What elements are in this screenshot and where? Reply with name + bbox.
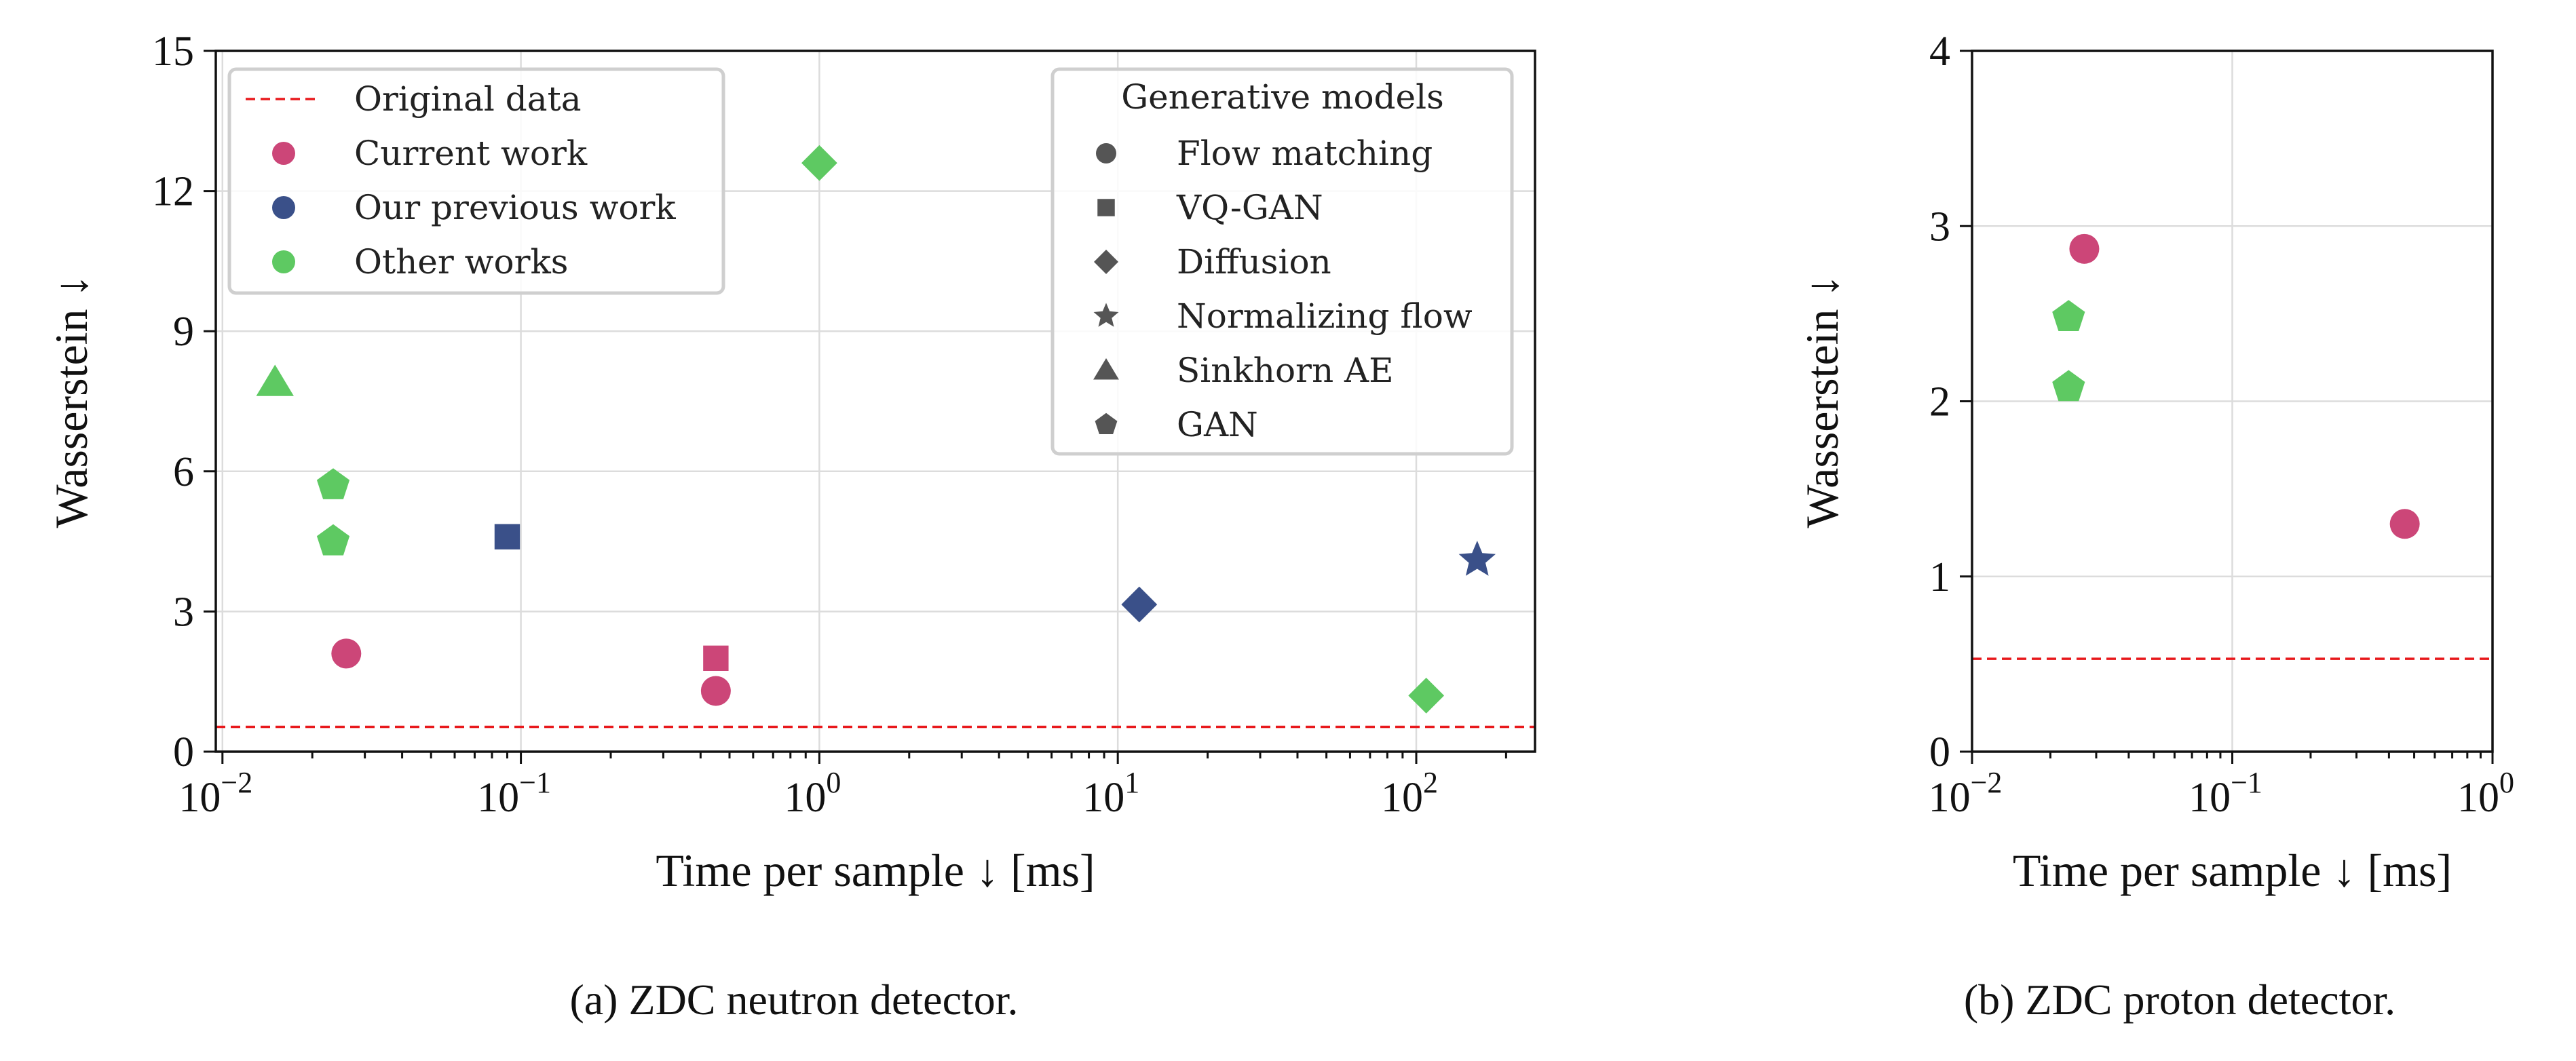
data-point <box>700 676 731 706</box>
y-tick-label: 3 <box>173 589 194 635</box>
data-point <box>1121 586 1158 623</box>
legend-model-label: Normalizing flow <box>1177 296 1473 336</box>
x-tick-label: 10−2 <box>178 766 252 821</box>
legend-circle-icon <box>272 196 295 219</box>
caption-proton: (b) ZDC proton detector. <box>1964 976 2395 1024</box>
legend-model-label: Sinkhorn AE <box>1177 351 1394 390</box>
y-axis-label-neutron: Wasserstein ↓ <box>45 274 97 528</box>
legend-diamond-icon <box>1094 250 1118 274</box>
legend-model-label: Diffusion <box>1177 242 1331 282</box>
data-point <box>2052 370 2085 402</box>
legend-circle-icon <box>272 250 295 273</box>
x-tick-label: 102 <box>1381 766 1438 821</box>
legend-model-label: VQ-GAN <box>1176 188 1323 227</box>
x-tick-label: 10−1 <box>477 766 551 821</box>
y-tick-label: 0 <box>1929 729 1950 775</box>
legend-group-label: Other works <box>354 242 568 282</box>
legend-circle-icon <box>272 142 295 165</box>
x-tick-label: 100 <box>784 766 841 821</box>
data-point <box>801 144 837 181</box>
caption-neutron: (a) ZDC neutron detector. <box>569 976 1018 1024</box>
grid-proton <box>1972 51 2493 752</box>
y-tick-label: 3 <box>1929 204 1950 250</box>
x-tick-label: 101 <box>1082 766 1139 821</box>
legend-group-label: Current work <box>354 134 588 173</box>
legend-groups: Original data Current work Our previous wo… <box>227 67 725 295</box>
data-point <box>494 524 520 549</box>
data-point <box>2052 300 2085 331</box>
data-point <box>316 468 350 499</box>
data-point <box>1408 677 1445 714</box>
ticks-proton: 10−2 10−1 100 0 1 2 3 4 <box>1929 28 2514 821</box>
y-tick-label: 1 <box>1929 554 1950 600</box>
points-proton <box>2052 233 2420 539</box>
legend-group-label: Original data <box>354 79 582 119</box>
x-tick-label: 10−1 <box>2189 766 2262 821</box>
ticks-neutron: 10−2 10−1 100 101 102 0 3 6 9 12 15 <box>152 28 1507 821</box>
legend-models-title: Generative models <box>1121 77 1444 117</box>
legend-pentagon-icon <box>1095 412 1118 434</box>
y-tick-label: 0 <box>173 729 194 775</box>
x-axis-label-proton: Time per sample ↓ [ms] <box>2013 845 2452 896</box>
y-tick-label: 15 <box>152 28 194 75</box>
legend-model-label: Flow matching <box>1177 134 1433 173</box>
legend-triangle-icon <box>1093 358 1119 380</box>
data-point <box>331 638 362 669</box>
y-tick-label: 9 <box>173 309 194 355</box>
legend-model-label: GAN <box>1177 405 1258 444</box>
y-tick-label: 12 <box>152 169 194 215</box>
panel-neutron: 10−2 10−1 100 101 102 0 3 6 9 12 15 Time per sampl… <box>45 28 1536 1024</box>
legend-models-box <box>1050 67 1514 456</box>
legend-star-icon <box>1093 303 1119 327</box>
x-tick-label: 10−2 <box>1929 766 2003 821</box>
data-point <box>256 364 294 396</box>
y-tick-label: 2 <box>1929 379 1950 425</box>
y-axis-label-proton: Wasserstein ↓ <box>1796 274 1848 528</box>
x-axis-label-neutron: Time per sample ↓ [ms] <box>656 845 1095 896</box>
data-point <box>2389 509 2420 539</box>
data-point <box>316 524 350 556</box>
plot-frame-neutron <box>214 50 1536 753</box>
data-point <box>703 645 729 671</box>
points-neutron <box>256 144 1496 714</box>
legend-models: Generative models Flow matching VQ-GAN Dif… <box>1050 67 1514 456</box>
x-tick-label: 100 <box>2457 766 2514 821</box>
data-point <box>2069 233 2100 264</box>
legend-group-label: Our previous work <box>354 188 676 227</box>
legend-circle-icon <box>1096 143 1116 163</box>
y-tick-label: 4 <box>1929 28 1950 75</box>
y-tick-label: 6 <box>173 449 194 495</box>
data-point <box>1458 541 1496 576</box>
legend-square-icon <box>1097 199 1115 216</box>
legend-groups-box <box>227 67 725 295</box>
